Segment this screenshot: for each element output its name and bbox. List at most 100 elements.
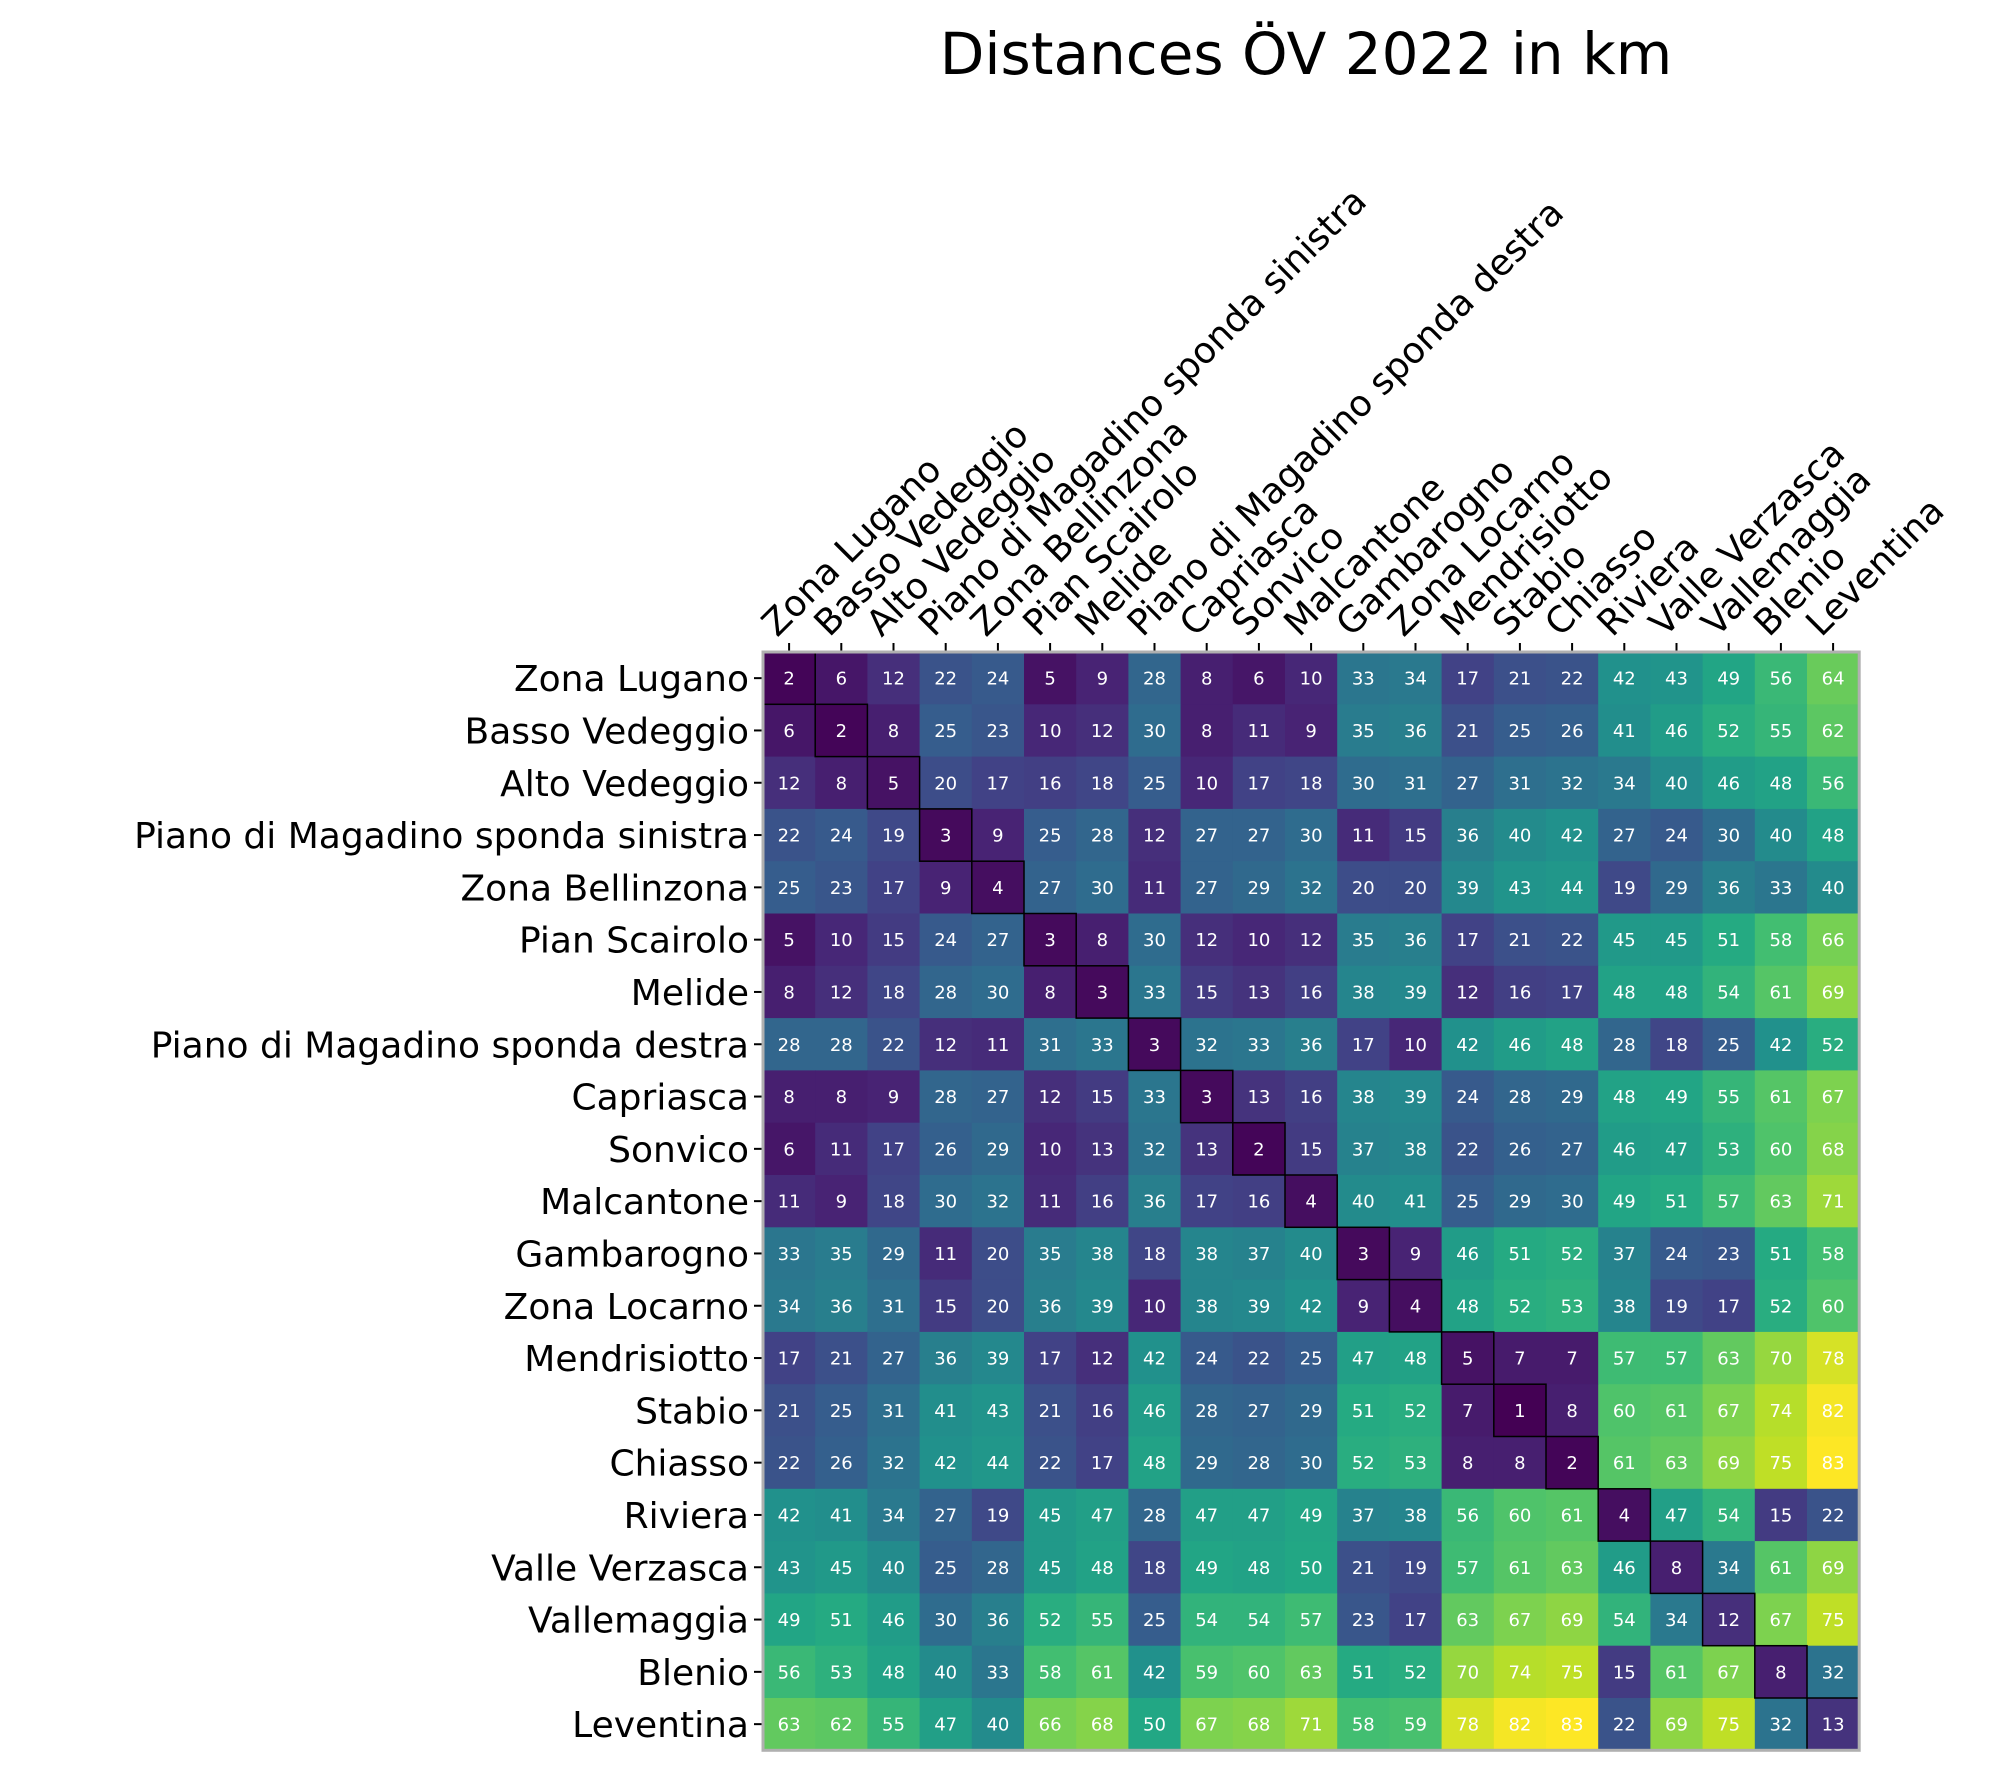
cell-value: 22 xyxy=(778,1453,801,1474)
cell-value: 17 xyxy=(986,773,1009,794)
heatmap-cell xyxy=(1441,808,1495,862)
cell-value: 8 xyxy=(1044,982,1055,1003)
heatmap-cell xyxy=(1702,1122,1756,1176)
heatmap-cell xyxy=(1807,1541,1860,1594)
heatmap-cell xyxy=(1493,1645,1547,1699)
cell-value: 39 xyxy=(1456,878,1479,899)
heatmap-cell xyxy=(1598,861,1651,915)
cell-value: 12 xyxy=(778,773,801,794)
cell-value: 27 xyxy=(1561,1139,1584,1160)
heatmap-cell xyxy=(763,1070,816,1124)
diagonal-outline xyxy=(1597,1488,1652,1542)
cell-value: 56 xyxy=(1822,773,1845,794)
heatmap-cell xyxy=(1650,1436,1704,1490)
cell-value: 17 xyxy=(1091,1453,1114,1474)
diagonal-outline xyxy=(866,755,921,810)
cell-value: 45 xyxy=(1039,1558,1062,1579)
heatmap-cell xyxy=(1650,652,1704,705)
heatmap-cell xyxy=(1389,1436,1443,1490)
cell-value: 17 xyxy=(1039,1349,1062,1370)
heatmap-cell xyxy=(1493,1018,1547,1071)
cell-value: 24 xyxy=(1195,1349,1218,1370)
heatmap-cell xyxy=(1128,1645,1182,1699)
cell-value: 22 xyxy=(882,1035,905,1056)
heatmap-cell xyxy=(1337,1018,1390,1071)
heatmap-cell xyxy=(1754,1279,1808,1333)
cell-value: 32 xyxy=(1769,1715,1792,1736)
cell-value: 11 xyxy=(1143,878,1166,899)
heatmap-cell xyxy=(1441,1384,1495,1438)
row-label: Zona Lugano xyxy=(514,659,749,700)
heatmap-cell xyxy=(919,913,973,967)
heatmap-cell xyxy=(919,1488,973,1542)
row-label: Stabio xyxy=(635,1391,749,1432)
cell-value: 38 xyxy=(1195,1244,1218,1265)
heatmap-cell xyxy=(1128,1384,1182,1438)
row-label: Capriasca xyxy=(571,1078,749,1119)
heatmap-cell xyxy=(1493,652,1547,705)
cell-value: 26 xyxy=(934,1139,957,1160)
heatmap-cell xyxy=(1598,1488,1651,1542)
heatmap-cell xyxy=(1024,861,1077,915)
cell-value: 43 xyxy=(1665,669,1688,690)
cell-value: 24 xyxy=(830,826,853,847)
heatmap-cell xyxy=(1650,1384,1704,1438)
heatmap-cell xyxy=(1285,704,1338,758)
cell-value: 61 xyxy=(1091,1662,1114,1683)
cell-value: 16 xyxy=(1300,982,1323,1003)
cell-value: 19 xyxy=(1404,1558,1427,1579)
cell-value: 16 xyxy=(1039,773,1062,794)
heatmap-cell xyxy=(1807,1593,1860,1647)
heatmap-cell xyxy=(867,1279,921,1333)
cell-value: 40 xyxy=(1769,826,1792,847)
heatmap-cell xyxy=(1389,1279,1443,1333)
heatmap-cell xyxy=(1389,861,1443,915)
heatmap-cell xyxy=(1337,861,1390,915)
cell-value: 12 xyxy=(1143,826,1166,847)
heatmap-cell xyxy=(1285,1175,1338,1228)
diagonal-outline xyxy=(1545,1435,1599,1490)
heatmap-cell xyxy=(1807,861,1860,915)
cell-value: 83 xyxy=(1561,1715,1584,1736)
heatmap-cell xyxy=(1389,913,1443,967)
cell-value: 51 xyxy=(1352,1401,1375,1422)
cell-value: 71 xyxy=(1300,1715,1323,1736)
cell-value: 7 xyxy=(1462,1401,1473,1422)
heatmap-cell xyxy=(1076,1384,1129,1438)
heatmap-cell xyxy=(1598,1279,1651,1333)
cell-value: 3 xyxy=(1358,1244,1369,1265)
heatmap-cell xyxy=(1598,1541,1651,1594)
cell-value: 34 xyxy=(1665,1610,1688,1631)
cell-value: 75 xyxy=(1561,1662,1584,1683)
cell-value: 51 xyxy=(1665,1192,1688,1213)
cell-value: 17 xyxy=(882,878,905,899)
heatmap-cell xyxy=(1546,808,1599,862)
cell-value: 36 xyxy=(986,1610,1009,1631)
heatmap-cell xyxy=(1702,704,1756,758)
cell-value: 17 xyxy=(1404,1610,1427,1631)
cell-value: 54 xyxy=(1717,1505,1740,1526)
cell-value: 28 xyxy=(778,1035,801,1056)
heatmap-cell xyxy=(1650,1541,1704,1594)
heatmap-cell xyxy=(1546,1018,1599,1071)
cell-value: 22 xyxy=(1456,1139,1479,1160)
heatmap-cell xyxy=(763,1331,816,1385)
cell-value: 69 xyxy=(1561,1610,1584,1631)
heatmap-cell xyxy=(971,1122,1025,1176)
cell-value: 57 xyxy=(1665,1349,1688,1370)
heatmap-cell xyxy=(1650,1645,1704,1699)
row-label: Riviera xyxy=(624,1496,749,1537)
cell-value: 68 xyxy=(1247,1715,1270,1736)
heatmap-cell xyxy=(971,1541,1025,1594)
cell-value: 2 xyxy=(836,721,847,742)
cell-value: 31 xyxy=(882,1296,905,1317)
cell-value: 30 xyxy=(1561,1192,1584,1213)
cell-value: 23 xyxy=(986,721,1009,742)
cell-value: 22 xyxy=(1561,669,1584,690)
heatmap-cell xyxy=(1180,861,1234,915)
heatmap-cell xyxy=(867,1645,921,1699)
heatmap-cell xyxy=(1754,652,1808,705)
cell-value: 53 xyxy=(1404,1453,1427,1474)
cell-value: 42 xyxy=(1456,1035,1479,1056)
cell-value: 48 xyxy=(1143,1453,1166,1474)
